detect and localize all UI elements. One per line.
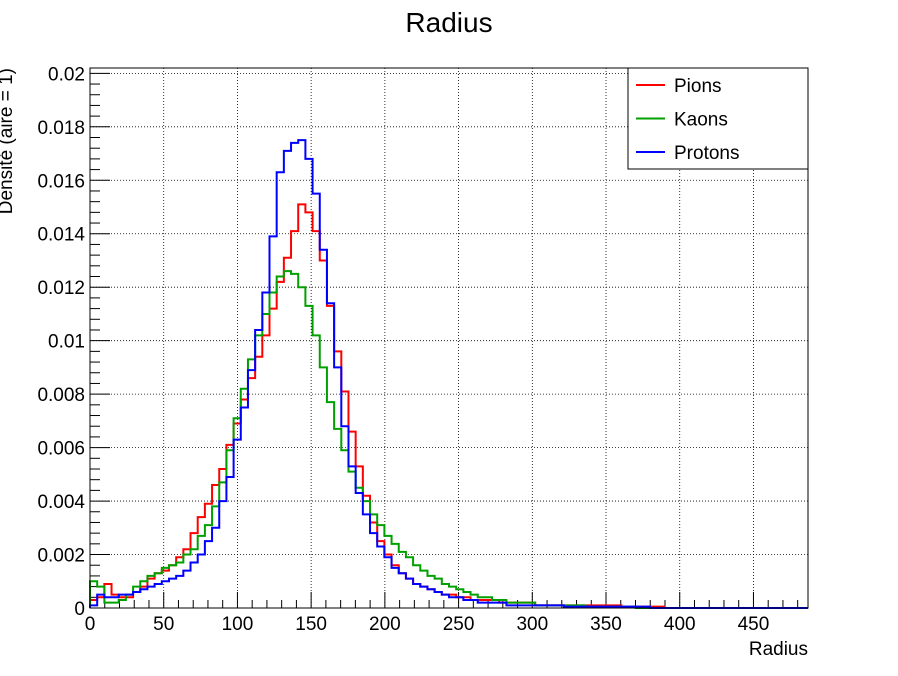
- y-tick-label: 0.01: [48, 332, 85, 353]
- x-tick-label: 150: [295, 614, 327, 635]
- y-tick-label: 0.006: [37, 439, 85, 460]
- legend-label: Kaons: [674, 110, 728, 131]
- x-tick-label: 0: [85, 614, 96, 635]
- x-tick-label: 200: [369, 614, 401, 635]
- y-tick-label: 0.014: [37, 225, 85, 246]
- legend-label: Protons: [674, 143, 739, 164]
- x-tick-label: 250: [443, 614, 475, 635]
- chart-title: Radius: [405, 7, 492, 38]
- y-tick-label: 0.002: [37, 546, 85, 567]
- y-tick-label: 0.004: [37, 492, 85, 513]
- x-tick-label: 100: [222, 614, 254, 635]
- series-lines: [89, 139, 808, 609]
- x-tick-label: 50: [153, 614, 174, 635]
- y-tick-label: 0.02: [48, 64, 85, 85]
- plot-frame: [89, 67, 809, 609]
- tick-labels: 0 50 100 150 200 250 300 350 400 450 0 0.002 0.004 0.…: [37, 64, 769, 635]
- legend: Pions Kaons Protons: [627, 67, 809, 170]
- x-tick-label: 400: [664, 614, 696, 635]
- y-tick-label: 0.018: [37, 118, 85, 139]
- y-tick-label: 0.008: [37, 385, 85, 406]
- x-tick-label: 450: [738, 614, 770, 635]
- y-axis-label: Densité (aire = 1): [0, 68, 17, 214]
- legend-label: Pions: [674, 76, 722, 97]
- y-tick-label: 0: [74, 599, 85, 620]
- y-tick-label: 0.012: [37, 278, 85, 299]
- y-tick-label: 0.016: [37, 171, 85, 192]
- x-tick-label: 300: [516, 614, 548, 635]
- series-protons-line: [89, 139, 808, 609]
- x-axis-label: Radius: [749, 639, 808, 660]
- x-tick-label: 350: [590, 614, 622, 635]
